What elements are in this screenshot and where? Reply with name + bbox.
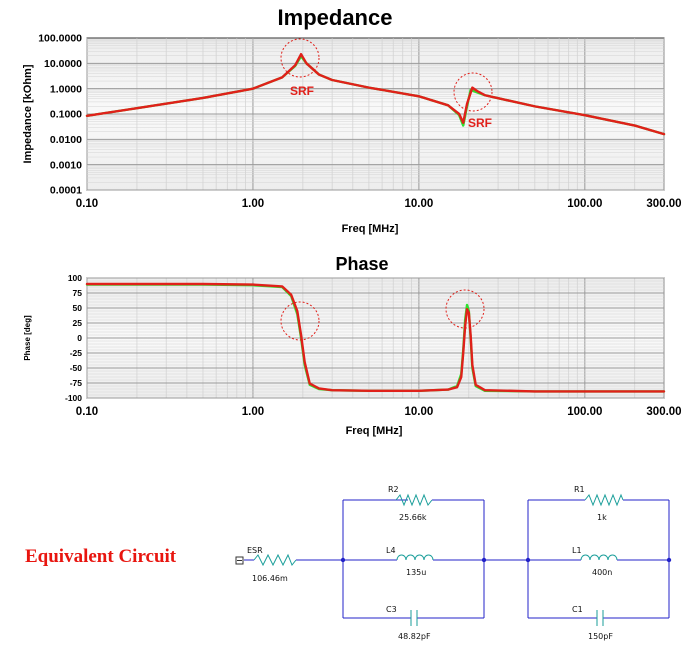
- phase-title: Phase: [335, 254, 388, 274]
- impedance-chart: Impedance 100.0000 10.0000 1.0000 0.1000 0.0…: [22, 5, 682, 235]
- phase-grid: [86, 277, 665, 399]
- x-tick-label: 300.00: [646, 198, 681, 210]
- y-tick-label: 0.0100: [50, 134, 82, 146]
- c1-value: 150pF: [588, 632, 613, 641]
- y-tick-label: -25: [70, 348, 83, 358]
- phase-chart: Phase 100 75 50 25 0 -25 -50 -75 -100 0.10 1.00 10…: [23, 254, 682, 437]
- y-tick-label: -50: [70, 363, 83, 373]
- phase-y-tick-labels: 100 75 50 25 0 -25 -50 -75 -100: [65, 273, 82, 403]
- y-tick-label: -100: [65, 393, 82, 403]
- c3-value: 48.82pF: [398, 632, 431, 641]
- l1-name: L1: [572, 546, 582, 555]
- series-line-2: [85, 52, 666, 136]
- r2-resistor: [395, 493, 433, 507]
- l4-inductor: [396, 554, 434, 561]
- r1-resistor: [584, 493, 624, 507]
- phase-marker-circle-2: [445, 289, 485, 329]
- y-tick-label: 50: [73, 303, 83, 313]
- c3-name: C3: [386, 605, 397, 614]
- y-tick-label: 100: [68, 273, 82, 283]
- y-tick-label: -75: [70, 378, 83, 388]
- l4-name: L4: [386, 546, 396, 555]
- y-tick-label: 0.0001: [50, 185, 82, 197]
- equivalent-circuit-heading: Equivalent Circuit: [25, 546, 177, 567]
- r1-name: R1: [574, 485, 585, 494]
- y-tick-label: 0.0010: [50, 159, 82, 171]
- impedance-y-tick-labels: 100.0000 10.0000 1.0000 0.1000 0.0100 0.0010 0…: [38, 33, 82, 197]
- equivalent-circuit: Equivalent Circuit: [25, 485, 672, 641]
- x-tick-label: 1.00: [242, 406, 264, 418]
- l4-value: 135u: [406, 568, 426, 577]
- phase-series: [85, 282, 666, 393]
- y-tick-label: 25: [73, 318, 83, 328]
- x-tick-label: 10.00: [404, 198, 433, 210]
- x-tick-label: 0.10: [76, 198, 98, 210]
- y-tick-label: 1.0000: [50, 83, 82, 95]
- c1-name: C1: [572, 605, 583, 614]
- srf-circle-1: [280, 38, 320, 78]
- impedance-grid: [86, 38, 665, 191]
- impedance-x-tick-labels: 0.10 1.00 10.00 100.00 300.00: [76, 198, 682, 210]
- x-tick-label: 100.00: [567, 198, 602, 210]
- x-tick-label: 10.00: [404, 406, 433, 418]
- y-tick-label: 0: [77, 333, 82, 343]
- srf-label-2: SRF: [468, 116, 492, 130]
- r2-name: R2: [388, 485, 399, 494]
- circuit-nodes: [340, 557, 672, 563]
- y-tick-label: 0.1000: [50, 109, 82, 121]
- l1-inductor: [580, 554, 618, 561]
- r1-value: 1k: [597, 513, 607, 522]
- srf-circle-2: [453, 72, 493, 112]
- x-tick-label: 1.00: [242, 198, 264, 210]
- c1-capacitor: [596, 610, 604, 626]
- x-tick-label: 300.00: [646, 406, 681, 418]
- impedance-series: [85, 52, 666, 136]
- phase-x-tick-labels: 0.10 1.00 10.00 100.00 300.00: [76, 406, 682, 418]
- l1-value: 400n: [592, 568, 612, 577]
- r2-value: 25.66k: [399, 513, 427, 522]
- y-tick-label: 75: [73, 288, 83, 298]
- impedance-x-axis-label: Freq [MHz]: [342, 223, 399, 235]
- y-tick-label: 10.0000: [44, 58, 82, 70]
- c3-capacitor: [410, 610, 418, 626]
- x-tick-label: 100.00: [567, 406, 602, 418]
- impedance-y-axis-label: Impedance [kOhm]: [22, 64, 34, 163]
- series-line-2: [85, 282, 666, 393]
- srf-label-1: SRF: [290, 84, 314, 98]
- esr-value: 106.46m: [252, 574, 288, 583]
- impedance-title: Impedance: [278, 5, 393, 30]
- y-tick-label: 100.0000: [38, 33, 82, 45]
- phase-x-axis-label: Freq [MHz]: [346, 425, 403, 437]
- x-tick-label: 0.10: [76, 406, 98, 418]
- phase-y-axis-label: Phase [deg]: [23, 315, 32, 361]
- esr-name: ESR: [247, 546, 263, 555]
- esr-resistor: [253, 553, 297, 567]
- phase-marker-circle-1: [280, 301, 320, 341]
